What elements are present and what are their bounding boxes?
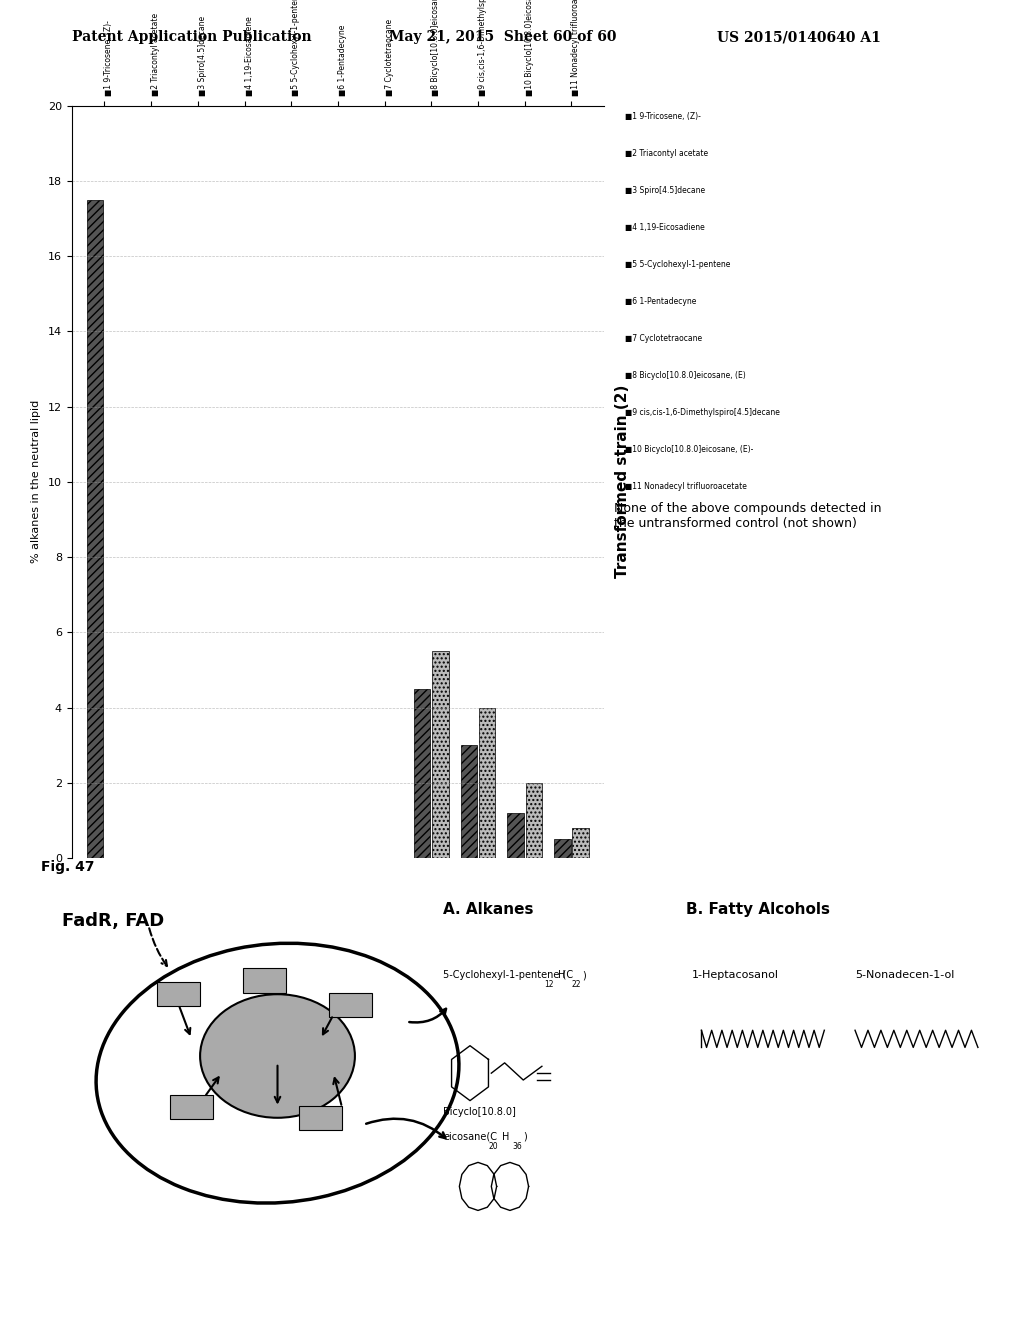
Text: ■5 5-Cyclohexyl-1-pentene: ■5 5-Cyclohexyl-1-pentene bbox=[625, 260, 730, 269]
Text: Bicyclo[10.8.0]: Bicyclo[10.8.0] bbox=[443, 1107, 516, 1118]
FancyBboxPatch shape bbox=[243, 969, 286, 993]
Text: FadR, FAD: FadR, FAD bbox=[62, 912, 165, 929]
Bar bbox=[461, 744, 477, 858]
Text: May 21, 2015  Sheet 60 of 60: May 21, 2015 Sheet 60 of 60 bbox=[389, 30, 616, 45]
Text: ■8 Bicyclo[10.8.0]eicosane, (E): ■8 Bicyclo[10.8.0]eicosane, (E) bbox=[625, 371, 745, 380]
Text: Patent Application Publication: Patent Application Publication bbox=[72, 30, 311, 45]
FancyBboxPatch shape bbox=[157, 982, 200, 1006]
Text: H: H bbox=[558, 970, 565, 981]
Text: ■10 Bicyclo[10.8.0]eicosane, (E)-: ■10 Bicyclo[10.8.0]eicosane, (E)- bbox=[625, 445, 753, 454]
FancyBboxPatch shape bbox=[170, 1096, 213, 1119]
Text: ■4 1,19-Eicosadiene: ■4 1,19-Eicosadiene bbox=[625, 223, 705, 232]
Text: 5-Cyclohexyl-1-pentene (C: 5-Cyclohexyl-1-pentene (C bbox=[443, 970, 573, 981]
Text: 1-Heptacosanol: 1-Heptacosanol bbox=[692, 970, 779, 981]
Bar bbox=[572, 828, 589, 858]
Text: None of the above compounds detected in
the untransformed control (not shown): None of the above compounds detected in … bbox=[614, 502, 882, 529]
Text: ■11 Nonadecyl trifluoroacetate: ■11 Nonadecyl trifluoroacetate bbox=[625, 482, 746, 491]
Y-axis label: % alkanes in the neutral lipid: % alkanes in the neutral lipid bbox=[31, 400, 41, 564]
Bar bbox=[432, 651, 449, 858]
Text: ): ) bbox=[523, 1131, 527, 1142]
Text: B. Fatty Alcohols: B. Fatty Alcohols bbox=[686, 902, 830, 916]
Text: Fig. 47: Fig. 47 bbox=[41, 861, 94, 874]
Text: ■9 cis,cis-1,6-Dimethylspiro[4.5]decane: ■9 cis,cis-1,6-Dimethylspiro[4.5]decane bbox=[625, 408, 779, 417]
Bar bbox=[508, 813, 524, 858]
Text: 36: 36 bbox=[513, 1142, 522, 1151]
Text: ■6 1-Pentadecyne: ■6 1-Pentadecyne bbox=[625, 297, 696, 306]
Bar bbox=[479, 708, 496, 858]
Text: ■7 Cyclotetraocane: ■7 Cyclotetraocane bbox=[625, 334, 701, 343]
Text: ■3 Spiro[4.5]decane: ■3 Spiro[4.5]decane bbox=[625, 186, 705, 195]
FancyBboxPatch shape bbox=[329, 993, 372, 1016]
Text: 20: 20 bbox=[488, 1142, 499, 1151]
Text: 5-Nonadecen-1-ol: 5-Nonadecen-1-ol bbox=[855, 970, 954, 981]
Bar bbox=[554, 840, 570, 858]
Bar bbox=[414, 689, 430, 858]
Text: ): ) bbox=[582, 970, 586, 981]
Text: H: H bbox=[502, 1131, 509, 1142]
Text: ■2 Triacontyl acetate: ■2 Triacontyl acetate bbox=[625, 149, 708, 158]
Text: A. Alkanes: A. Alkanes bbox=[443, 902, 534, 916]
Bar bbox=[525, 783, 542, 858]
Text: 12: 12 bbox=[545, 981, 554, 990]
Bar bbox=[87, 199, 103, 858]
Text: US 2015/0140640 A1: US 2015/0140640 A1 bbox=[717, 30, 881, 45]
Text: Transformed strain (2): Transformed strain (2) bbox=[614, 385, 630, 578]
Text: eicosane(C: eicosane(C bbox=[443, 1131, 498, 1142]
Circle shape bbox=[200, 994, 355, 1118]
Text: 22: 22 bbox=[571, 981, 581, 990]
FancyBboxPatch shape bbox=[299, 1106, 342, 1130]
Text: ■1 9-Tricosene, (Z)-: ■1 9-Tricosene, (Z)- bbox=[625, 112, 700, 121]
